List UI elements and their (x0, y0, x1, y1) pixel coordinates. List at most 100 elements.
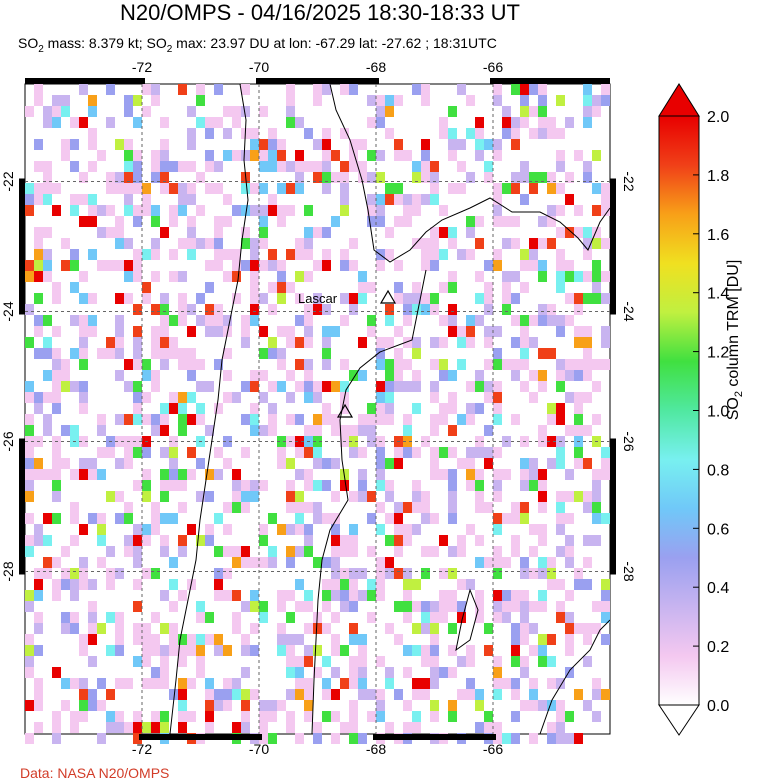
so2-pixel (475, 271, 484, 282)
so2-pixel (52, 381, 61, 392)
so2-pixel (43, 260, 52, 271)
so2-pixel (385, 370, 394, 381)
so2-pixel (349, 634, 358, 645)
so2-pixel (250, 260, 259, 271)
so2-pixel (205, 326, 214, 337)
so2-pixel (385, 722, 394, 733)
so2-pixel (79, 326, 88, 337)
so2-pixel (430, 711, 439, 722)
so2-pixel (304, 249, 313, 260)
so2-pixel (340, 678, 349, 689)
so2-pixel (34, 238, 43, 249)
so2-pixel (25, 491, 34, 502)
so2-pixel (295, 183, 304, 194)
so2-pixel (241, 381, 250, 392)
so2-pixel (214, 227, 223, 238)
so2-pixel (160, 326, 169, 337)
so2-pixel (394, 139, 403, 150)
so2-pixel (259, 227, 268, 238)
so2-pixel (295, 337, 304, 348)
so2-pixel (331, 568, 340, 579)
so2-pixel (43, 106, 52, 117)
so2-pixel (565, 370, 574, 381)
so2-pixel (466, 469, 475, 480)
so2-pixel (412, 337, 421, 348)
so2-pixel (520, 656, 529, 667)
so2-pixel (448, 238, 457, 249)
so2-pixel (457, 84, 466, 95)
colorbar-tick-label: 0.2 (707, 639, 729, 656)
so2-pixel (430, 469, 439, 480)
so2-pixel (34, 227, 43, 238)
so2-pixel (133, 634, 142, 645)
so2-pixel (367, 403, 376, 414)
so2-pixel (187, 326, 196, 337)
so2-pixel (124, 271, 133, 282)
so2-pixel (151, 568, 160, 579)
so2-pixel (430, 161, 439, 172)
so2-pixel (88, 194, 97, 205)
so2-pixel (583, 370, 592, 381)
so2-pixel (556, 601, 565, 612)
so2-pixel (457, 535, 466, 546)
so2-pixel (88, 205, 97, 216)
so2-pixel (358, 590, 367, 601)
so2-pixel (160, 359, 169, 370)
so2-pixel (25, 535, 34, 546)
so2-pixel (403, 502, 412, 513)
so2-pixel (160, 722, 169, 733)
so2-pixel (115, 513, 124, 524)
so2-pixel (241, 260, 250, 271)
so2-pixel (529, 238, 538, 249)
so2-pixel (250, 491, 259, 502)
so2-pixel (196, 172, 205, 183)
so2-pixel (97, 447, 106, 458)
so2-pixel (97, 414, 106, 425)
so2-pixel (493, 216, 502, 227)
so2-pixel (70, 711, 79, 722)
so2-pixel (70, 282, 79, 293)
so2-pixel (385, 557, 394, 568)
so2-pixel (295, 733, 304, 744)
so2-pixel (349, 601, 358, 612)
so2-pixel (484, 282, 493, 293)
so2-pixel (133, 733, 142, 744)
so2-pixel (187, 128, 196, 139)
so2-pixel (160, 667, 169, 678)
so2-pixel (349, 260, 358, 271)
so2-pixel (151, 370, 160, 381)
so2-pixel (349, 623, 358, 634)
so2-pixel (574, 458, 583, 469)
so2-pixel (313, 161, 322, 172)
so2-pixel (511, 590, 520, 601)
so2-pixel (385, 359, 394, 370)
so2-pixel (439, 601, 448, 612)
so2-pixel (52, 513, 61, 524)
so2-pixel (502, 359, 511, 370)
so2-pixel (565, 590, 574, 601)
so2-pixel (385, 392, 394, 403)
so2-pixel (70, 612, 79, 623)
so2-pixel (205, 128, 214, 139)
so2-pixel (250, 590, 259, 601)
so2-pixel (79, 568, 88, 579)
so2-pixel (349, 370, 358, 381)
so2-pixel (43, 172, 52, 183)
so2-pixel (394, 260, 403, 271)
so2-pixel (304, 326, 313, 337)
so2-pixel (169, 634, 178, 645)
so2-pixel (259, 161, 268, 172)
so2-pixel (223, 524, 232, 535)
so2-pixel (493, 183, 502, 194)
so2-pixel (430, 623, 439, 634)
so2-pixel (43, 337, 52, 348)
so2-pixel (187, 359, 196, 370)
so2-pixel (70, 623, 79, 634)
so2-pixel (304, 370, 313, 381)
so2-pixel (322, 579, 331, 590)
so2-pixel (493, 447, 502, 458)
so2-pixel (133, 183, 142, 194)
so2-pixel (583, 634, 592, 645)
so2-pixel (340, 183, 349, 194)
so2-pixel (178, 238, 187, 249)
